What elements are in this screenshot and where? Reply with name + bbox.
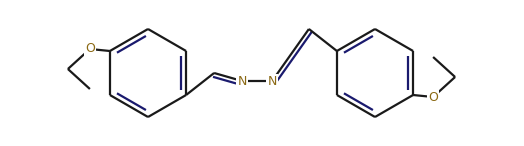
Text: O: O [428, 91, 438, 104]
Text: O: O [85, 42, 95, 55]
Text: N: N [267, 74, 277, 87]
Text: N: N [237, 74, 247, 87]
